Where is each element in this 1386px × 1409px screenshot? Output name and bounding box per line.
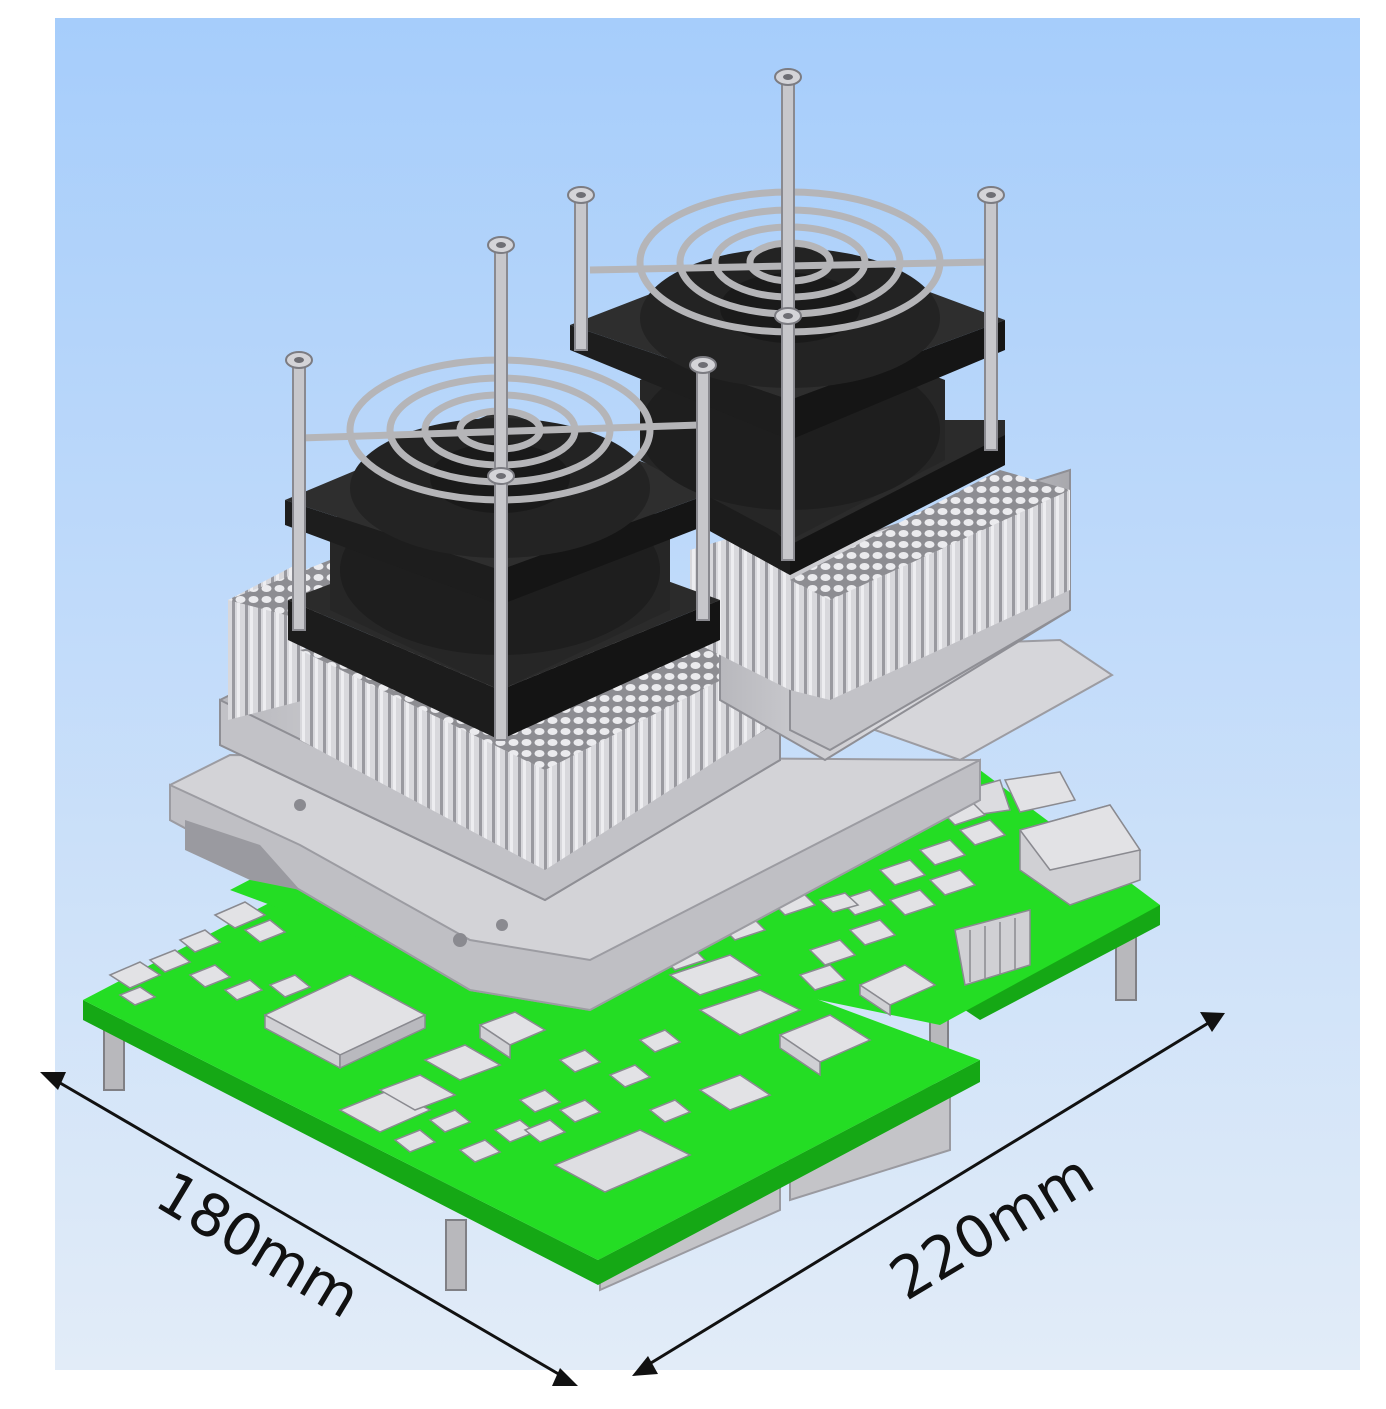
screw-sockets (294, 74, 996, 479)
pcb-top-left (83, 840, 980, 1260)
heatsink-right (690, 468, 1071, 762)
dimension-arrow-width (40, 1072, 578, 1386)
dimension-arrow-length (632, 1012, 1225, 1376)
pcb-components-left (108, 901, 772, 1193)
